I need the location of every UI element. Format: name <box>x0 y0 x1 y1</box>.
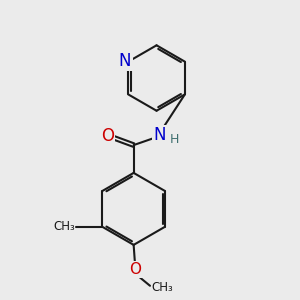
Text: N: N <box>154 126 166 144</box>
Text: CH₃: CH₃ <box>53 220 75 233</box>
Text: O: O <box>129 262 141 277</box>
Text: CH₃: CH₃ <box>152 281 173 294</box>
Text: O: O <box>101 127 114 145</box>
Text: N: N <box>119 52 131 70</box>
Text: H: H <box>169 133 179 146</box>
